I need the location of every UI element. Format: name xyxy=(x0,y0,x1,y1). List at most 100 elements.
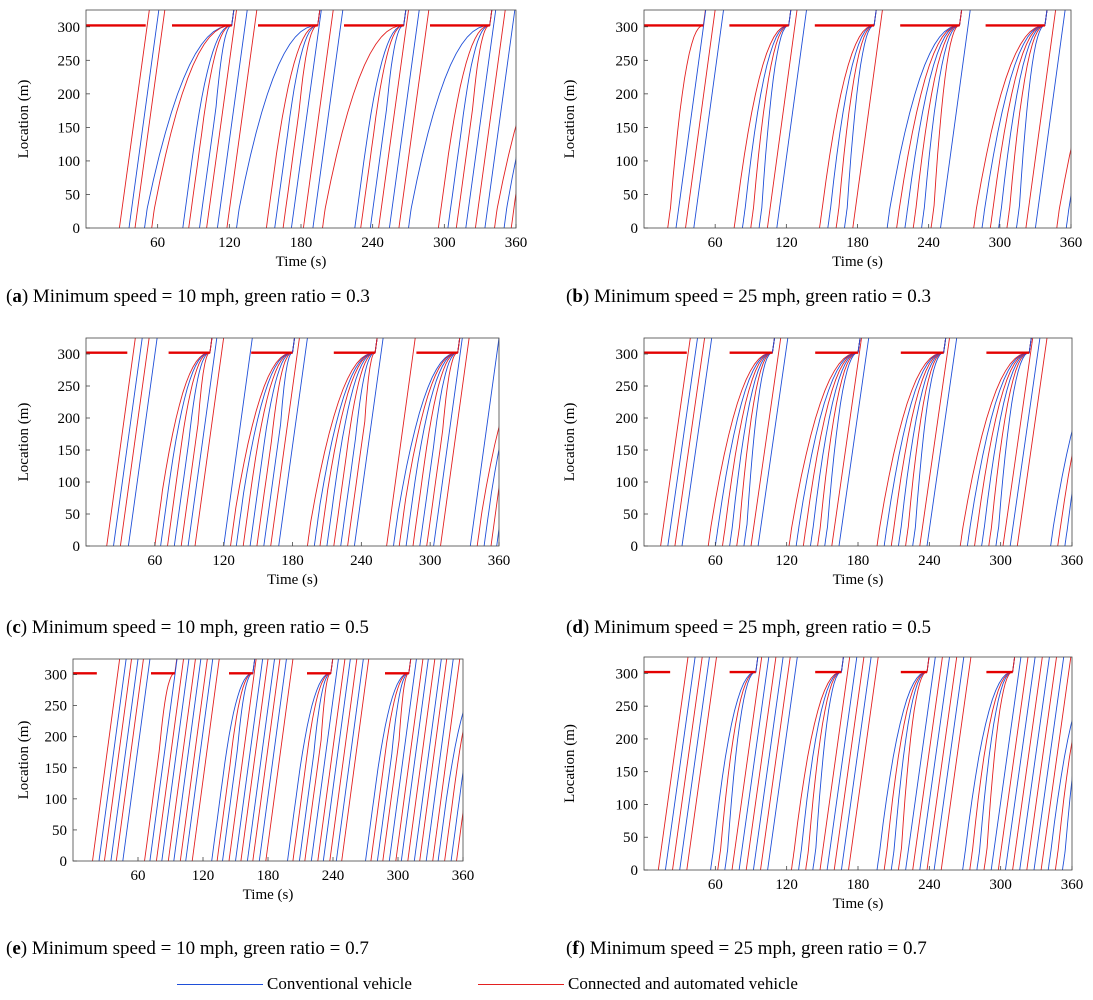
panel-b-trajectory-cav xyxy=(733,10,792,228)
panel-d-chart: 60 120 180 240 300 360 0 50 100 150 200 250 300 Time … xyxy=(562,337,1083,588)
panel-a-trajectory-cv xyxy=(274,10,321,228)
panel-f-trajectory-cv xyxy=(840,657,872,870)
panel-a-trajectory-cv xyxy=(236,10,321,228)
panel-a-trajectory-cv xyxy=(369,10,407,228)
panel-f-trajectory-cav xyxy=(883,657,930,870)
panel-a-trajectory-cv xyxy=(128,10,160,228)
panel-b-y-tick-label: 200 xyxy=(616,87,639,103)
panel-f-y-tick-label: 250 xyxy=(616,699,639,715)
panel-d-y-axis-label: Location (m) xyxy=(562,403,578,482)
panel-f-trajectory-cv xyxy=(724,657,759,870)
panel-e-y-tick-label: 0 xyxy=(60,854,68,870)
panel-d-trajectory-cav xyxy=(817,338,861,546)
panel-e-trajectory-cav xyxy=(329,659,358,861)
panel-c-plot-area xyxy=(106,338,499,546)
panel-a-trajectory-cav xyxy=(226,10,258,228)
panel-a-y-tick-label: 200 xyxy=(58,87,81,103)
panel-a-trajectory-cav xyxy=(455,10,493,228)
panel-e-trajectory-cv xyxy=(211,659,256,861)
panel-f-trajectory-cav xyxy=(731,657,763,870)
panel-e-trajectory-cav xyxy=(341,659,370,861)
panel-d-trajectory-cv xyxy=(981,338,1032,546)
panel-c-trajectory-cv xyxy=(496,525,499,546)
panel-e-trajectory-cav xyxy=(407,659,436,861)
panel-c-trajectory-cv xyxy=(405,338,461,546)
panel-c-trajectory-cav xyxy=(194,338,225,546)
panel-c-trajectory-cv xyxy=(160,338,213,546)
panel-e-trajectory-cav xyxy=(456,809,463,861)
caption-e: (e) Minimum speed = 10 mph, green ratio … xyxy=(6,938,369,959)
panel-a-trajectory-cv xyxy=(503,156,516,228)
panel-e-trajectory-cv xyxy=(298,659,334,861)
panel-f-x-tick-label: 240 xyxy=(918,877,941,893)
panel-f-y-tick-label: 300 xyxy=(616,666,639,682)
panel-e-trajectory-cav xyxy=(252,659,281,861)
panel-d-trajectory-cav xyxy=(831,338,862,546)
panel-e-trajectory-cv xyxy=(185,659,214,861)
panel-e-trajectory-cav xyxy=(92,659,121,861)
panel-f-trajectory-cav xyxy=(745,657,777,870)
panel-a-trajectory-cav xyxy=(282,10,321,228)
panel-f-trajectory-cv xyxy=(738,657,770,870)
panel-b-trajectory-cav xyxy=(912,10,963,228)
panel-f-trajectory-cv xyxy=(1062,775,1072,870)
panel-d-trajectory-cv xyxy=(824,338,861,546)
panel-b-y-tick-label: 250 xyxy=(616,53,639,69)
panel-a-y-tick-label: 0 xyxy=(73,221,81,237)
panel-c-trajectory-cav xyxy=(256,338,295,546)
caption-b-text: Minimum speed = 25 mph, green ratio = 0.… xyxy=(589,286,931,307)
panel-f-trajectory-cav xyxy=(897,657,930,870)
panel-b-trajectory-cv xyxy=(981,10,1048,228)
panel-a-trajectory-cav xyxy=(494,124,516,228)
panel-d-trajectory-cv xyxy=(1009,338,1041,546)
panel-a-trajectory-cav xyxy=(302,10,334,228)
panel-c-y-tick-label: 0 xyxy=(73,539,81,555)
panel-d-y-tick-label: 50 xyxy=(623,507,638,523)
panel-f-trajectory-cav xyxy=(1026,657,1057,870)
panel-d-trajectory-cv xyxy=(743,338,775,546)
panel-c-y-tick-label: 300 xyxy=(58,347,81,363)
panel-c-trajectory-cv xyxy=(393,338,461,546)
panel-a-x-tick-label: 240 xyxy=(361,235,384,251)
panel-e-trajectory-cv xyxy=(400,659,429,861)
panel-a-chart: 60 120 180 240 300 360 0 50 100 150 200 250 300 Time … xyxy=(16,9,527,270)
panel-f-x-tick-label: 300 xyxy=(989,877,1012,893)
panel-a-trajectory-cav xyxy=(265,10,321,228)
panel-e-trajectory-cav xyxy=(167,659,196,861)
panel-e-trajectory-cav xyxy=(432,659,461,861)
panel-f-trajectory-cv xyxy=(767,657,798,870)
panel-b-trajectory-cav xyxy=(685,10,716,228)
caption-b: (b) Minimum speed = 25 mph, green ratio … xyxy=(566,286,931,307)
panel-b-x-tick-label: 180 xyxy=(846,235,869,251)
panel-a-trajectory-cav xyxy=(322,10,407,228)
panel-c-y-tick-label: 150 xyxy=(58,443,81,459)
panel-d-y-tick-label: 200 xyxy=(616,411,639,427)
panel-c-trajectory-cav xyxy=(386,338,416,546)
panel-e-y-tick-label: 150 xyxy=(45,761,68,777)
panel-d-trajectory-cav xyxy=(802,338,861,546)
caption-d-letter: d xyxy=(572,617,583,638)
panel-c-trajectory-cav xyxy=(440,338,470,546)
panel-f-trajectory-cv xyxy=(679,657,710,870)
panel-d-trajectory-cv xyxy=(966,338,1032,546)
panel-f-trajectory-cav xyxy=(790,657,844,870)
panel-e-x-axis-label: Time (s) xyxy=(243,887,294,903)
panel-a-trajectory-cav xyxy=(188,10,235,228)
panel-e-y-tick-label: 50 xyxy=(52,823,67,839)
panel-e-trajectory-cav xyxy=(419,659,448,861)
panel-b-x-tick-label: 300 xyxy=(989,235,1012,251)
panel-b-trajectory-cv xyxy=(693,10,724,228)
panel-e-trajectory-cv xyxy=(413,659,442,861)
panel-d-trajectory-cav xyxy=(722,338,775,546)
panel-c-trajectory-cv xyxy=(353,338,384,546)
panel-d-x-tick-label: 300 xyxy=(989,553,1012,569)
legend-item-connected: Connected and automated vehicle xyxy=(478,974,798,994)
panel-c-trajectory-cv xyxy=(313,338,378,546)
panel-c-trajectory-cv xyxy=(433,338,463,546)
panel-c-trajectory-cv xyxy=(483,447,499,546)
panel-b-trajectory-cav xyxy=(852,10,883,228)
panel-e-trajectory-cav xyxy=(216,659,256,861)
panel-f-y-axis-label: Location (m) xyxy=(562,724,578,803)
panel-c-trajectory-cav xyxy=(333,338,378,546)
panel-b-trajectory-cav xyxy=(819,10,877,228)
